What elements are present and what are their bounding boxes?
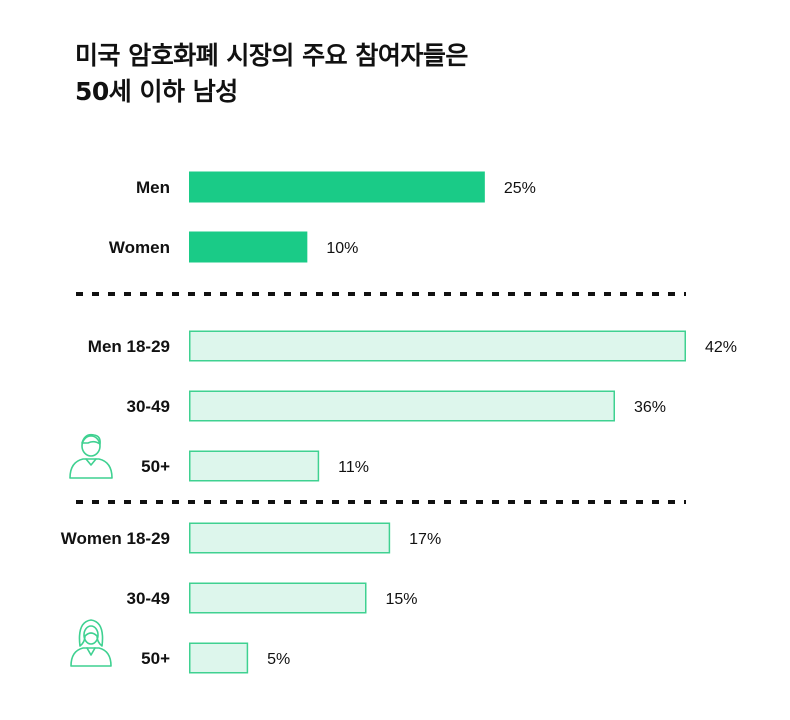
- category-label-gender-0: Men: [136, 178, 170, 197]
- bar-gender-1: [189, 231, 308, 263]
- bar-men-by-age-0: [189, 330, 686, 362]
- category-label-women-by-age-1: 30-49: [127, 589, 170, 608]
- bar-women-by-age-0: [189, 522, 391, 554]
- chart-title: 미국 암호화폐 시장의 주요 참여자들은 50세 이하 남성: [75, 38, 468, 110]
- value-label-women-by-age-2: 5%: [267, 651, 290, 668]
- woman-icon-collar: [86, 647, 96, 656]
- value-label-men-by-age-1: 36%: [634, 399, 666, 416]
- man-icon-body: [69, 458, 113, 479]
- woman-icon-head: [83, 625, 99, 645]
- man-icon-collar: [85, 458, 97, 466]
- value-label-gender-1: 10%: [326, 240, 358, 257]
- category-label-women-by-age-0: Women 18-29: [61, 529, 170, 548]
- value-label-men-by-age-0: 42%: [705, 339, 737, 356]
- category-label-gender-1: Women: [109, 238, 170, 257]
- woman-icon-body: [70, 647, 112, 667]
- value-label-gender-0: 25%: [504, 180, 536, 197]
- category-label-men-by-age-2: 50+: [141, 457, 170, 476]
- bar-men-by-age-2: [189, 450, 320, 482]
- bar-women-by-age-1: [189, 582, 367, 614]
- value-label-women-by-age-0: 17%: [409, 531, 441, 548]
- title-line-2: 50세 이하 남성: [75, 77, 238, 106]
- man-icon-head: [81, 435, 101, 457]
- value-label-men-by-age-2: 11%: [338, 459, 369, 476]
- title-line-1: 미국 암호화폐 시장의 주요 참여자들은: [75, 41, 468, 70]
- woman-icon-hair: [78, 619, 104, 647]
- bar-gender-0: [189, 171, 485, 203]
- bar-men-by-age-1: [189, 390, 615, 422]
- man-icon-hair: [81, 433, 101, 445]
- woman-icon: [70, 619, 112, 667]
- category-label-men-by-age-1: 30-49: [127, 397, 170, 416]
- value-label-women-by-age-1: 15%: [386, 591, 418, 608]
- man-icon: [69, 433, 113, 479]
- category-label-men-by-age-0: Men 18-29: [88, 337, 170, 356]
- category-label-women-by-age-2: 50+: [141, 649, 170, 668]
- bar-women-by-age-2: [189, 642, 249, 674]
